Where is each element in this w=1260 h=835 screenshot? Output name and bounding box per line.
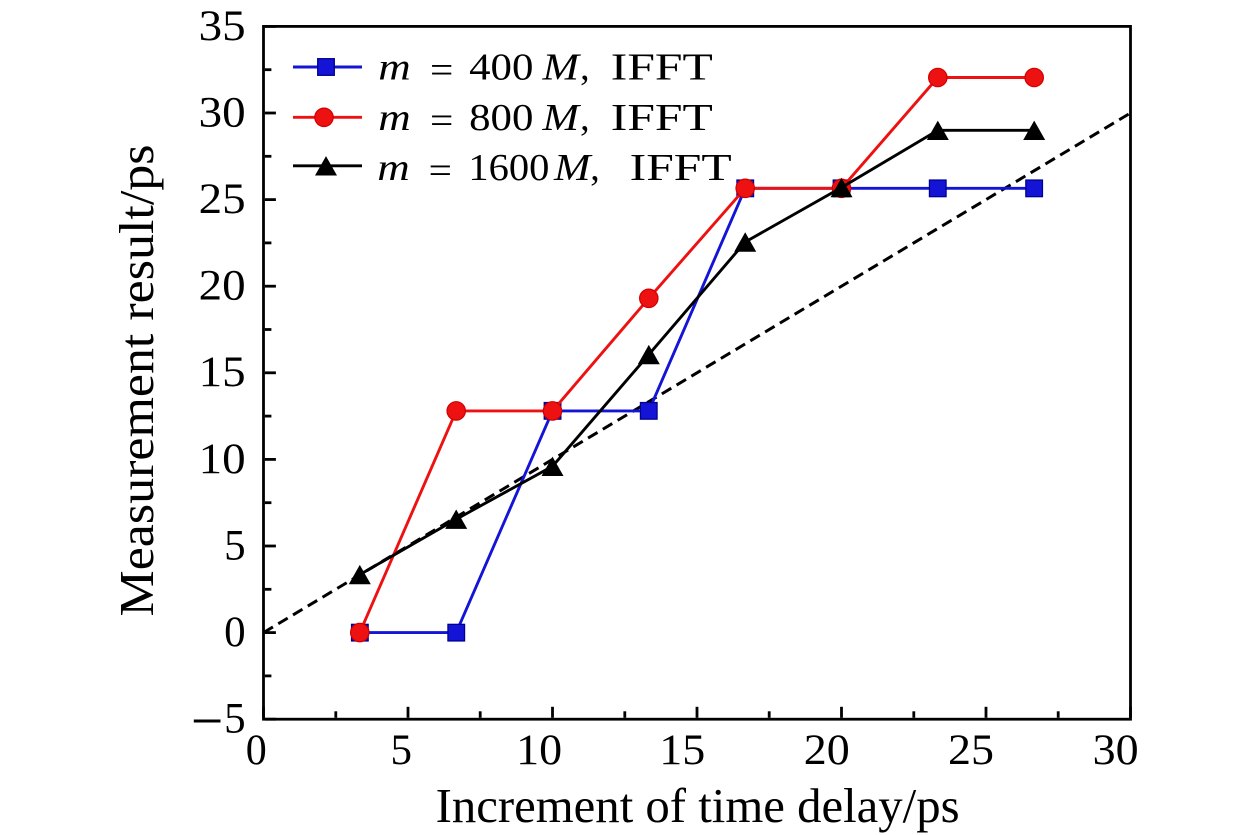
svg-text:5: 5 — [224, 696, 246, 743]
svg-text:IFFT: IFFT — [611, 97, 713, 139]
svg-text:=: = — [430, 50, 453, 92]
svg-text:20: 20 — [199, 263, 246, 310]
svg-text:M: M — [541, 97, 581, 139]
svg-text:400: 400 — [469, 47, 533, 89]
svg-text:800: 800 — [469, 97, 533, 139]
svg-text:10: 10 — [199, 436, 246, 483]
svg-text:IFFT: IFFT — [630, 147, 732, 189]
svg-text:m: m — [378, 97, 411, 139]
svg-text:15: 15 — [659, 727, 705, 774]
svg-text:0: 0 — [246, 727, 267, 774]
svg-text:25: 25 — [948, 727, 994, 774]
svg-text:m: m — [377, 147, 410, 189]
svg-text:35: 35 — [199, 3, 246, 50]
svg-text:25: 25 — [199, 176, 246, 223]
svg-text:30: 30 — [1093, 727, 1139, 774]
svg-text:,: , — [580, 47, 590, 89]
svg-text:1600: 1600 — [468, 147, 549, 189]
svg-text:IFFT: IFFT — [611, 47, 713, 89]
svg-text:Measurement result/ps: Measurement result/ps — [109, 145, 164, 617]
svg-text:M: M — [541, 47, 581, 89]
svg-text:=: = — [429, 150, 452, 192]
svg-text:5: 5 — [390, 727, 412, 774]
svg-text:0: 0 — [224, 609, 246, 656]
svg-text:10: 10 — [516, 727, 562, 774]
svg-text:m: m — [378, 47, 411, 89]
svg-text:30: 30 — [199, 89, 246, 136]
svg-text:20: 20 — [804, 727, 850, 774]
svg-text:M: M — [553, 147, 593, 189]
svg-text:,: , — [580, 97, 590, 139]
svg-text:,: , — [590, 147, 600, 189]
svg-text:Increment of time delay/ps: Increment of time delay/ps — [436, 778, 960, 833]
svg-text:=: = — [430, 100, 453, 142]
svg-text:15: 15 — [199, 349, 246, 396]
svg-text:5: 5 — [224, 522, 246, 569]
